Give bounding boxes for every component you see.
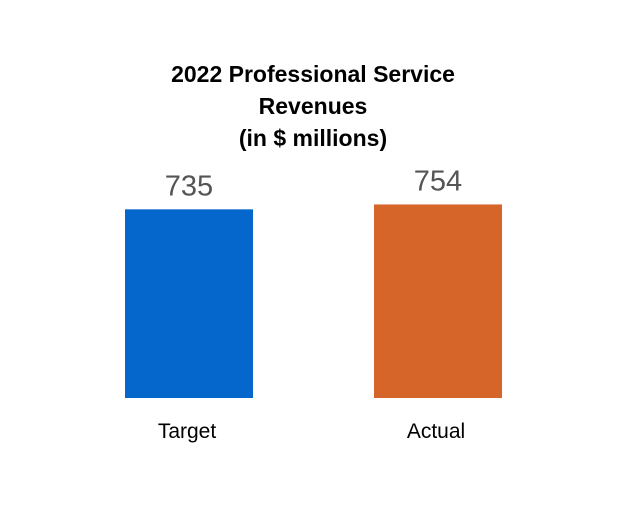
category-label-actual: Actual [407,420,465,443]
data-label-target: 735 [165,170,213,202]
bar-target [125,209,253,398]
chart-title-line-2: Revenues [258,93,368,119]
bar-actual [374,204,502,398]
category-label-target: Target [158,420,217,443]
chart-title-line-1: 2022 Professional Service [171,61,455,87]
data-label-actual: 754 [414,165,462,197]
chart-title-line-3: (in $ millions) [238,125,388,151]
